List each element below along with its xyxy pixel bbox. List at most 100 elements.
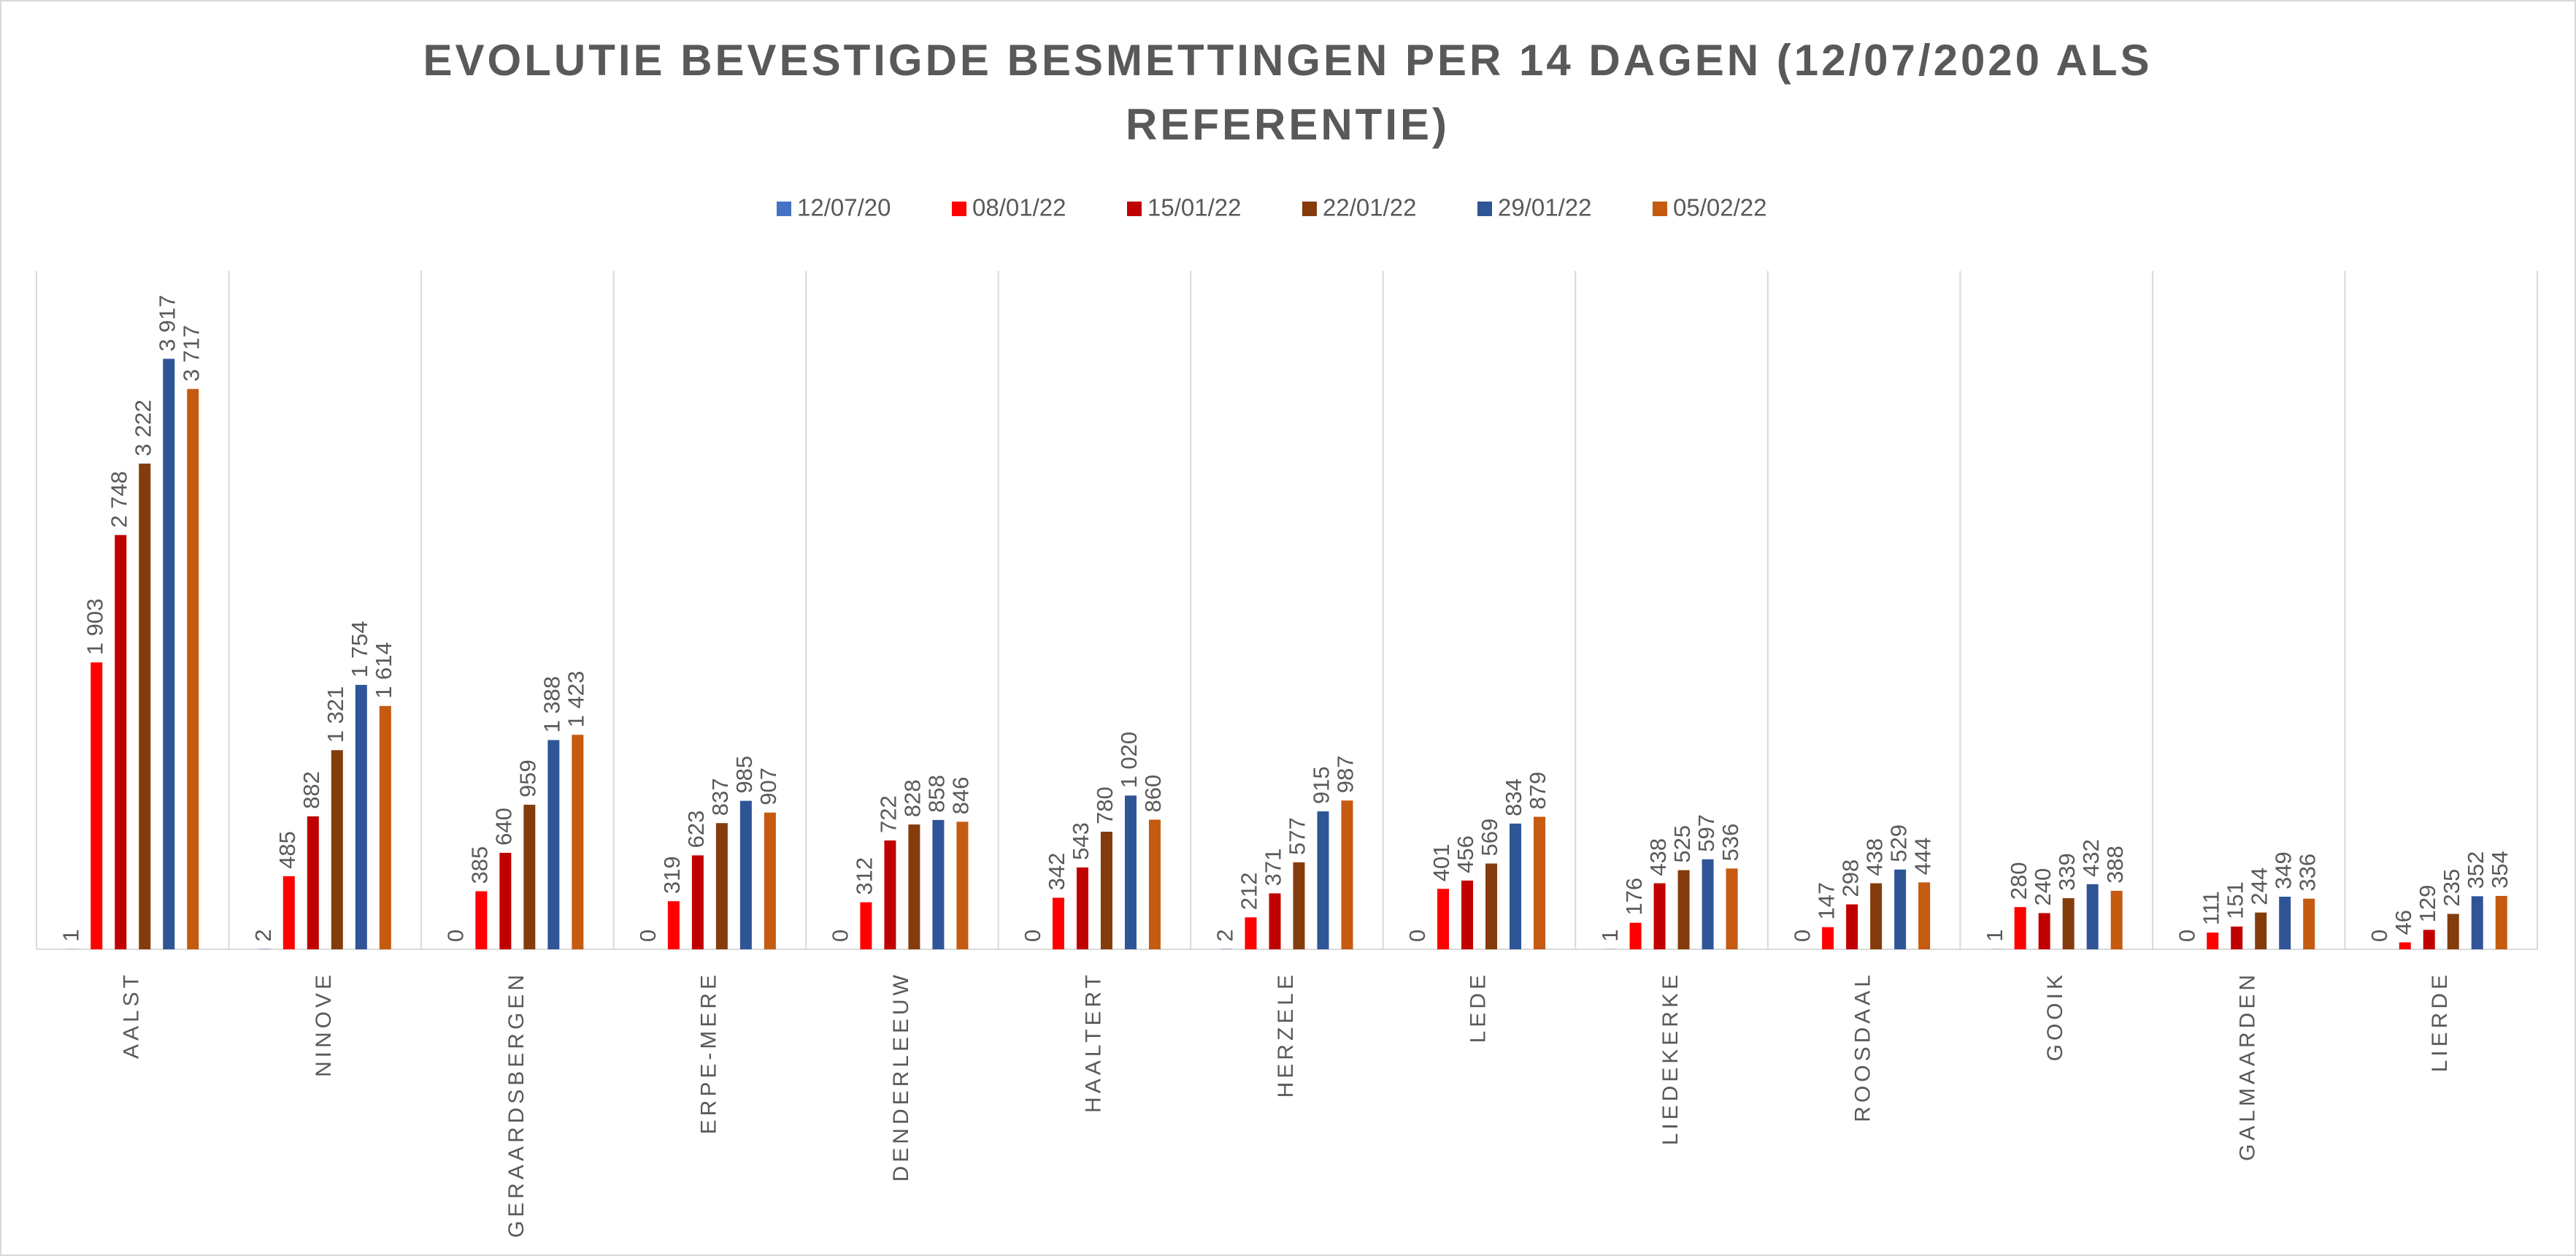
data-label: 1 754	[347, 621, 372, 678]
legend-swatch	[952, 202, 966, 216]
bar	[1293, 862, 1305, 949]
data-label: 349	[2270, 851, 2296, 889]
data-label: 858	[924, 775, 950, 813]
data-label: 3 717	[178, 325, 204, 382]
chart-title: REFERENTIE)	[1126, 100, 1450, 149]
data-label: 352	[2463, 851, 2488, 889]
data-label: 147	[1813, 882, 1839, 920]
bar	[1918, 882, 1931, 949]
data-label: 907	[756, 767, 781, 805]
data-label: 280	[2006, 862, 2031, 900]
data-label: 0	[635, 930, 661, 942]
x-tick-label: HERZELE	[1274, 971, 1298, 1098]
data-label: 882	[299, 771, 324, 809]
data-label: 0	[443, 930, 469, 942]
bar	[1510, 823, 1522, 949]
data-label: 339	[2054, 853, 2080, 891]
legend-swatch	[1653, 202, 1667, 216]
data-label: 846	[948, 777, 974, 815]
bar	[1317, 811, 1329, 949]
bar	[163, 359, 175, 949]
bar	[2038, 913, 2050, 949]
bar	[2255, 912, 2267, 949]
data-label: 151	[2222, 881, 2248, 919]
x-tick-label: ROOSDAAL	[1851, 971, 1875, 1122]
bar	[1870, 883, 1883, 949]
bar	[282, 876, 295, 949]
data-label: 597	[1693, 814, 1719, 852]
bar	[139, 463, 151, 949]
data-label: 3 222	[130, 399, 155, 456]
bar	[1702, 859, 1714, 949]
bar	[1822, 927, 1834, 949]
bar	[1245, 917, 1257, 949]
x-tick-label: GOOIK	[2043, 971, 2067, 1061]
data-label: 543	[1068, 822, 1093, 860]
data-label: 319	[659, 856, 685, 894]
legend-swatch	[777, 202, 791, 216]
bar	[331, 750, 343, 949]
data-label: 485	[274, 831, 300, 869]
data-label: 438	[1645, 838, 1671, 876]
bar	[2423, 930, 2435, 949]
bar	[2447, 914, 2459, 949]
bar	[1846, 904, 1858, 949]
data-label: 111	[2198, 891, 2223, 925]
x-tick-label: GERAARDSBERGEN	[504, 971, 528, 1238]
x-tick-label: GALMAARDEN	[2236, 971, 2260, 1161]
legend-label: 05/02/22	[1673, 194, 1766, 221]
data-label: 3 917	[154, 295, 180, 352]
data-label: 0	[2174, 930, 2199, 942]
data-label: 312	[852, 857, 877, 895]
bar	[1341, 800, 1353, 949]
data-label: 444	[1910, 838, 1935, 876]
data-label: 525	[1669, 825, 1695, 863]
bar	[523, 805, 536, 949]
bar	[2014, 907, 2026, 949]
data-label: 0	[828, 930, 853, 942]
data-label: 176	[1621, 878, 1647, 916]
data-label: 0	[2367, 930, 2392, 942]
x-tick-label: LIERDE	[2428, 971, 2452, 1072]
data-label: 0	[1020, 930, 1045, 942]
chart-title: EVOLUTIE BEVESTIGDE BESMETTINGEN PER 14 …	[423, 36, 2153, 85]
data-label: 212	[1237, 872, 1262, 910]
bar	[1437, 889, 1450, 949]
bar	[691, 855, 704, 949]
data-label: 828	[900, 779, 926, 817]
bar	[2495, 895, 2507, 949]
data-label: 46	[2391, 910, 2416, 935]
data-label: 722	[876, 795, 901, 833]
bar	[2303, 898, 2315, 949]
bar	[2110, 890, 2123, 949]
bar	[115, 535, 127, 949]
data-label: 336	[2294, 854, 2320, 892]
data-label: 1 321	[323, 686, 348, 743]
legend-label: 22/01/22	[1323, 194, 1416, 221]
data-label: 1	[58, 930, 83, 942]
data-label: 235	[2439, 869, 2464, 907]
x-tick-label: AALST	[120, 971, 144, 1059]
data-label: 354	[2487, 851, 2512, 889]
data-label: 129	[2415, 885, 2440, 923]
bar	[499, 852, 512, 949]
data-label: 577	[1285, 817, 1310, 855]
bar	[187, 388, 199, 949]
data-label: 640	[491, 808, 517, 846]
data-label: 529	[1885, 824, 1911, 862]
bar	[667, 901, 680, 949]
data-label: 1	[1597, 930, 1623, 942]
data-label: 623	[683, 811, 709, 849]
data-label: 2 748	[106, 471, 131, 528]
data-label: 456	[1453, 835, 1478, 873]
data-label: 987	[1333, 756, 1358, 794]
data-label: 985	[731, 756, 757, 794]
data-label: 780	[1092, 786, 1118, 824]
data-label: 438	[1861, 838, 1887, 876]
bar	[2086, 884, 2099, 949]
data-label: 834	[1501, 778, 1526, 816]
bar	[2471, 896, 2483, 949]
x-tick-label: HAALTERT	[1081, 971, 1105, 1113]
bar	[379, 705, 391, 949]
